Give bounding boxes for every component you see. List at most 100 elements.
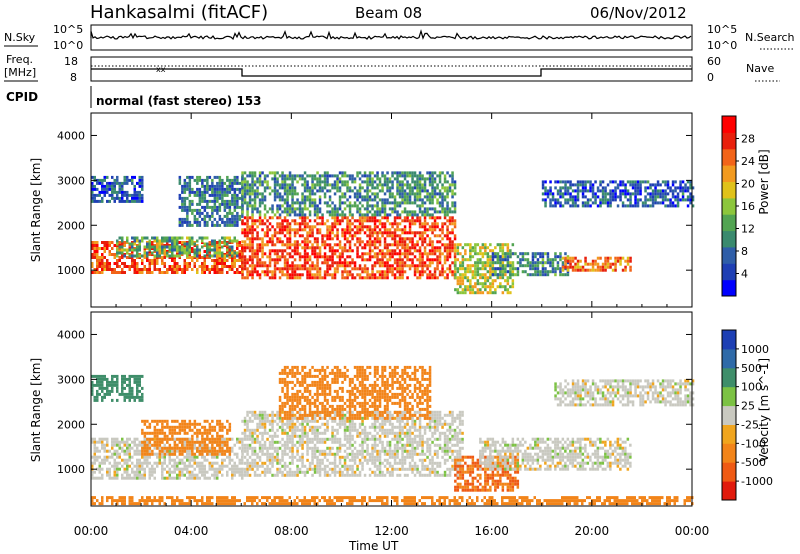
heatmap-cell bbox=[619, 195, 622, 199]
heatmap-cell bbox=[168, 428, 172, 432]
heatmap-cell bbox=[396, 276, 399, 280]
heatmap-cell bbox=[356, 231, 359, 235]
heatmap-cell bbox=[106, 449, 109, 453]
heatmap-cell bbox=[163, 419, 167, 423]
heatmap-cell bbox=[358, 273, 362, 277]
heatmap-cell bbox=[336, 186, 339, 190]
heatmap-cell bbox=[413, 231, 417, 235]
heatmap-cell bbox=[381, 270, 384, 274]
heatmap-cell bbox=[153, 259, 156, 262]
heatmap-cell bbox=[231, 458, 234, 462]
heatmap-cell bbox=[571, 183, 575, 187]
heatmap-cell bbox=[211, 428, 214, 432]
heatmap-cell bbox=[203, 443, 207, 447]
nsearch-scale-top: 10^5 bbox=[707, 23, 737, 36]
heatmap-cell bbox=[116, 178, 119, 182]
heatmap-cell bbox=[203, 214, 207, 218]
heatmap-cell bbox=[221, 452, 224, 456]
station-title: Hankasalmi (fitACF) bbox=[90, 2, 268, 23]
heatmap-cell bbox=[243, 177, 247, 181]
heatmap-cell bbox=[544, 270, 547, 274]
heatmap-cell bbox=[564, 183, 567, 187]
heatmap-cell bbox=[163, 437, 167, 441]
heatmap-cell bbox=[161, 256, 164, 259]
heatmap-cell bbox=[664, 189, 667, 193]
heatmap-cell bbox=[213, 449, 217, 453]
heatmap-cell bbox=[196, 422, 199, 426]
cpid-label: CPID bbox=[6, 90, 38, 104]
heatmap-cell bbox=[93, 247, 96, 250]
heatmap-cell bbox=[401, 201, 404, 205]
heatmap-cell bbox=[436, 210, 439, 214]
heatmap-cell bbox=[218, 202, 222, 206]
heatmap-cell bbox=[248, 273, 252, 277]
heatmap-cell bbox=[153, 419, 157, 423]
heatmap-cell bbox=[358, 267, 362, 271]
heatmap-cell bbox=[203, 425, 207, 429]
heatmap-cell bbox=[138, 398, 141, 402]
heatmap-cell bbox=[428, 192, 432, 196]
heatmap-cell bbox=[431, 261, 434, 265]
heatmap-cell bbox=[474, 243, 477, 247]
heatmap-cell bbox=[489, 288, 492, 292]
heatmap-cell bbox=[669, 198, 672, 202]
heatmap-cell bbox=[186, 425, 189, 429]
heatmap-cell bbox=[238, 256, 241, 259]
heatmap-cell bbox=[241, 231, 244, 235]
heatmap-cell bbox=[401, 276, 404, 280]
heatmap-cell bbox=[223, 259, 226, 262]
heatmap-cell bbox=[221, 265, 224, 268]
heatmap-cell bbox=[323, 252, 327, 256]
heatmap-cell bbox=[251, 192, 254, 196]
heatmap-cell bbox=[266, 210, 269, 214]
heatmap-cell bbox=[298, 213, 302, 217]
heatmap-cell bbox=[176, 242, 179, 246]
heatmap-cell bbox=[296, 201, 299, 205]
heatmap-cell bbox=[494, 255, 497, 259]
heatmap-cell bbox=[674, 180, 677, 184]
power-heatmap bbox=[91, 171, 695, 295]
heatmap-cell bbox=[288, 252, 292, 256]
heatmap-cell bbox=[241, 219, 244, 223]
heatmap-cell bbox=[158, 440, 162, 444]
heatmap-cell bbox=[293, 231, 297, 235]
heatmap-cell bbox=[273, 228, 277, 232]
heatmap-cell bbox=[408, 246, 412, 250]
heatmap-cell bbox=[599, 189, 602, 193]
heatmap-cell bbox=[213, 470, 216, 474]
heatmap-cell bbox=[166, 422, 169, 426]
heatmap-cell bbox=[288, 246, 292, 250]
heatmap-cell bbox=[213, 208, 217, 212]
freq-top-tick: 18 bbox=[64, 55, 78, 68]
heatmap-cell bbox=[479, 249, 482, 253]
heatmap-cell bbox=[398, 234, 402, 238]
heatmap-cell bbox=[453, 192, 457, 196]
heatmap-cell bbox=[443, 234, 447, 238]
heatmap-cell bbox=[286, 204, 289, 208]
heatmap-cell bbox=[106, 377, 109, 381]
heatmap-cell bbox=[321, 219, 324, 223]
heatmap-cell bbox=[131, 254, 134, 258]
heatmap-cell bbox=[371, 216, 374, 220]
heatmap-cell bbox=[689, 198, 692, 202]
heatmap-cell bbox=[123, 395, 126, 399]
heatmap-cell bbox=[263, 264, 267, 268]
heatmap-cell bbox=[679, 189, 682, 193]
heatmap-cell bbox=[283, 258, 287, 262]
heatmap-cell bbox=[111, 452, 114, 456]
heatmap-cell bbox=[511, 279, 515, 283]
heatmap-cell bbox=[426, 210, 429, 214]
heatmap-cell bbox=[293, 249, 297, 253]
heatmap-cell bbox=[381, 174, 384, 178]
heatmap-cell bbox=[228, 223, 232, 227]
heatmap-cell bbox=[96, 467, 99, 471]
heatmap-cell bbox=[283, 255, 287, 259]
heatmap-cell bbox=[221, 181, 224, 185]
heatmap-cell bbox=[529, 267, 532, 271]
heatmap-cell bbox=[601, 189, 605, 193]
heatmap-cell bbox=[246, 243, 249, 247]
heatmap-cell bbox=[509, 255, 512, 259]
heatmap-cell bbox=[226, 178, 229, 182]
heatmap-cell bbox=[363, 264, 367, 268]
heatmap-cell bbox=[521, 264, 525, 268]
